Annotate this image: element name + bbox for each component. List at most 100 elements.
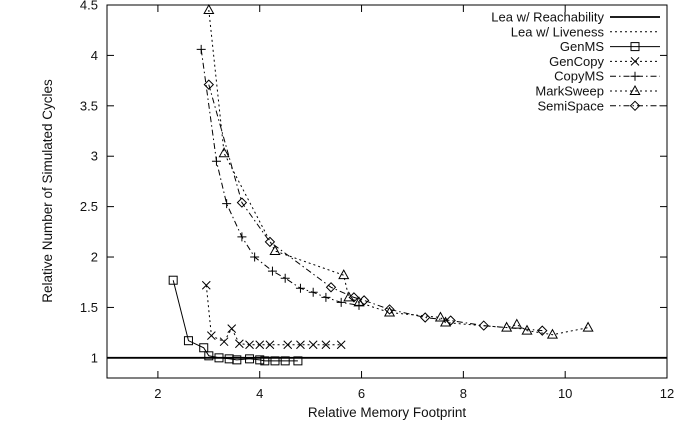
data-point-plus-marker [336,297,346,307]
data-point-x-marker [308,340,318,350]
legend-label: SemiSpace [538,98,604,113]
data-point-diamond-marker [348,292,360,303]
data-point-x-marker [296,340,305,350]
data-point-triangle-marker [269,244,281,255]
data-point-x-marker [207,331,216,341]
data-point-triangle-marker [511,318,523,329]
legend-item: GenMS [560,39,660,54]
data-point-x-marker [245,340,254,350]
legend-triangle-marker [629,84,641,95]
legend-item: GenCopy [549,54,660,69]
data-point-square-marker [204,351,214,361]
data-point-x-marker [235,339,244,349]
data-point-plus-marker [321,292,331,302]
data-point-plus-marker [237,232,247,242]
legend-label: GenMS [560,39,604,54]
data-point-triangle-marker [343,291,355,302]
data-point-square-marker [183,336,193,346]
legend-item: MarkSweep [535,84,660,99]
data-point-square-marker [255,355,265,365]
legend-plus-marker [630,71,640,81]
data-point-square-marker [232,355,242,365]
data-point-x-marker [321,340,331,350]
data-point-plus-marker [295,283,305,293]
data-point-triangle-marker [521,324,533,335]
data-point-plus-marker [308,287,318,297]
series-semispace [203,79,548,336]
data-point-triangle-marker [434,311,447,322]
y-tick-label: 3 [91,149,98,164]
data-point-diamond-marker [445,315,456,326]
data-point-square-marker [199,343,209,353]
data-point-plus-marker [196,44,206,54]
legend-label: Lea w/ Reachability [491,10,604,25]
data-point-triangle-marker [582,321,594,332]
x-tick-label: 2 [154,386,161,401]
data-point-square-marker [293,356,303,366]
y-tick-label: 1.5 [80,300,98,315]
data-point-plus-marker [280,273,290,283]
data-point-diamond-marker [358,295,370,306]
data-point-x-marker [219,337,229,347]
data-point-square-marker [260,356,270,366]
series-layer [107,4,667,366]
legend-item: CopyMS [554,69,660,84]
data-point-x-marker [201,280,211,290]
x-tick-label: 4 [256,386,263,401]
data-point-plus-marker [211,156,221,166]
data-point-square-marker [270,356,280,366]
series-line [205,285,342,346]
y-tick-label: 4.5 [80,0,98,13]
legend-label: GenCopy [549,54,604,69]
legend-square-marker [630,42,640,52]
data-point-diamond-marker [325,282,337,293]
y-tick-label: 1 [91,350,98,365]
data-point-diamond-marker [236,197,248,208]
data-point-triangle-marker [501,321,513,332]
data-point-x-marker [255,340,265,350]
legend-label: CopyMS [554,69,604,84]
series-copyms [196,44,364,310]
x-tick-label: 6 [358,386,365,401]
data-point-plus-marker [267,266,277,276]
data-point-triangle-marker [546,328,559,339]
legend-item: SemiSpace [538,98,660,113]
data-point-square-marker [280,356,290,366]
series-line [208,84,543,332]
data-point-triangle-marker [203,4,215,15]
data-point-square-marker [168,275,178,285]
series-marksweep [203,4,594,339]
series-genms [168,275,303,366]
data-point-diamond-marker [203,79,215,90]
data-point-diamond-marker [264,236,276,248]
y-tick-label: 2 [91,250,98,265]
data-point-plus-marker [222,199,232,209]
plot-frame-layer: 2 4 6 8 10 12 1 1.5 2 2.5 3 3.5 4 4.5 [80,0,674,401]
legend-item: Lea w/ Liveness [511,24,660,39]
data-point-diamond-marker [537,325,548,336]
legend-x-marker [630,57,640,66]
series-gencopy [201,280,346,350]
series-line [172,280,298,362]
legend-diamond-marker [629,100,641,112]
legend-label: MarkSweep [535,84,604,99]
series-line [200,49,360,306]
data-point-square-marker [214,353,224,363]
y-axis-title: Relative Number of Simulated Cycles [40,79,55,303]
data-point-plus-marker [250,252,260,262]
data-point-diamond-marker [384,304,395,315]
x-tick-label: 10 [558,386,572,401]
x-axis-title: Relative Memory Footprint [308,405,467,420]
x-tick-label: 8 [460,386,467,401]
data-point-triangle-marker [218,147,230,158]
data-point-square-marker [245,354,255,364]
legend-item: Lea w/ Reachability [491,10,660,25]
y-tick-label: 3.5 [80,98,98,113]
series-line [208,9,589,336]
data-point-x-marker [265,340,275,350]
x-tick-label: 12 [660,386,674,401]
data-point-diamond-marker [419,312,431,323]
data-point-x-marker [227,324,237,333]
